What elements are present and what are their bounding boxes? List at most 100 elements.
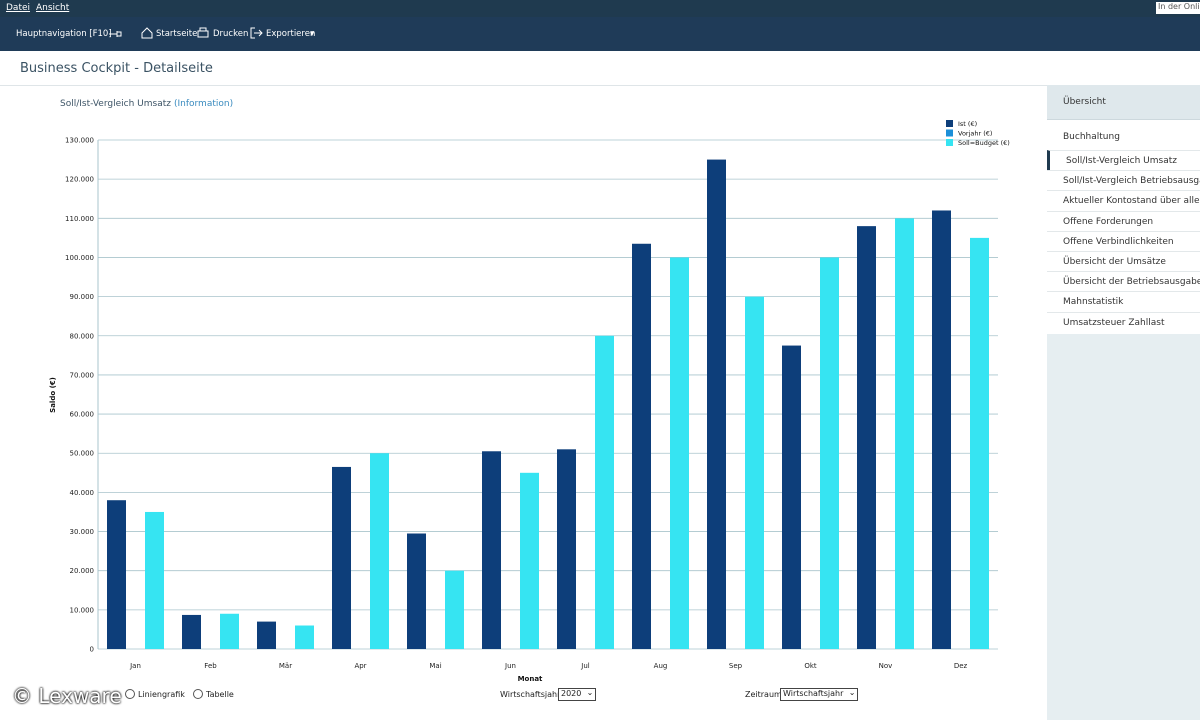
menu-item[interactable]: Ansicht [36,3,70,13]
x-tick-label: Aug [654,662,668,670]
legend-label: Vorjahr (€) [958,130,992,138]
controls: Liniengrafik Tabelle Wirtschaftsjahr: 20… [0,688,1047,708]
radio-label[interactable]: Tabelle [206,690,234,699]
x-tick-label: Mär [279,662,292,670]
legend-swatch [946,139,953,146]
bar [895,218,914,650]
toolbar-button[interactable]: Exportieren [266,29,316,39]
info-link[interactable]: (Information) [174,99,233,109]
export-icon [250,27,263,39]
bar [782,345,801,649]
sidebar-header[interactable]: Übersicht [1047,85,1200,120]
sidebar-item[interactable]: Soll/Ist-Vergleich Umsatz [1047,150,1200,171]
divider [0,85,1047,86]
pin-icon[interactable] [108,29,122,39]
radio-label[interactable]: Liniengrafik [138,690,185,699]
print-icon [197,27,209,38]
bar [857,226,876,649]
menu-item[interactable]: Datei [6,3,31,13]
watermark: © Lexware [12,684,122,708]
sidebar-item[interactable]: Offene Forderungen [1047,210,1200,232]
bar [595,335,614,649]
y-tick-label: 20.000 [70,567,95,575]
chart-title: Soll/Ist-Vergleich Umsatz (Information) [60,99,233,109]
bar [932,210,951,649]
period-select[interactable]: Wirtschaftsjahr ⌄ [780,688,859,701]
bar [257,621,276,649]
x-tick-label: Mai [429,662,441,670]
bar [145,511,164,649]
bar [370,453,389,649]
bar [745,296,764,649]
x-tick-label: Jun [504,662,516,670]
sidebar-item-text: Aktueller Kontostand über alle Fi [1063,196,1200,207]
sidebar-section: Buchhaltung [1063,132,1120,142]
bar [520,472,539,649]
radio[interactable] [125,689,135,699]
bar [182,614,201,649]
bar [970,237,989,649]
bar [295,625,314,649]
toolbar-button[interactable]: Drucken [213,29,249,39]
sidebar-panel: Buchhaltung Soll/Ist-Vergleich Umsatz Sol… [1047,120,1200,334]
sidebar-item[interactable]: Übersicht der Umsätze [1047,251,1200,272]
sidebar-item[interactable]: Umsatzsteuer Zahllast [1047,311,1200,333]
chart-title-text: Soll/Ist-Vergleich Umsatz [60,99,171,109]
y-tick-label: 0 [90,646,94,654]
bar [220,613,239,649]
y-tick-label: 60.000 [70,411,95,419]
sidebar-item-text: Soll/Ist-Vergleich Betriebsausgab [1063,176,1200,187]
bar [482,451,501,649]
sidebar-item[interactable]: Mahnstatistik [1047,291,1200,312]
sidebar-item[interactable]: Aktueller Kontostand über alle Fi [1047,190,1200,211]
bar [407,533,426,649]
menu-bar: Datei Ansicht In der Onlin [0,0,1200,17]
sidebar-item[interactable]: Übersicht der Betriebsausgaben [1047,271,1200,292]
y-tick-label: 30.000 [70,528,95,536]
sidebar-item-text: Übersicht der Betriebsausgaben [1063,277,1200,288]
y-tick-label: 80.000 [70,332,95,340]
radio[interactable] [193,689,203,699]
legend-label: Soll=Budget (€) [958,139,1010,147]
y-tick-label: 110.000 [65,215,94,223]
x-axis-label: Monat [518,675,543,683]
y-tick-label: 100.000 [65,254,94,262]
sidebar-item-text: Soll/Ist-Vergleich Umsatz [1066,156,1177,166]
sidebar-item-text: Mahnstatistik [1063,297,1124,308]
sidebar-item[interactable]: Offene Verbindlichkeiten [1047,230,1200,252]
x-tick-label: Feb [204,662,217,670]
bar [445,570,464,649]
sidebar: Übersicht Buchhaltung Soll/Ist-Vergleich… [1047,85,1200,720]
page-title: Business Cockpit - Detailseite [20,61,213,76]
x-tick-label: Jul [580,662,590,670]
year-label: Wirtschaftsjahr: [500,690,563,699]
sidebar-header-text: Übersicht [1063,97,1106,107]
legend-swatch [946,129,953,137]
sidebar-item-text: Offene Forderungen [1063,216,1154,227]
year-select[interactable]: 2020 ⌄ [558,688,597,701]
nav-button[interactable]: Hauptnavigation [F10] [16,29,112,39]
x-tick-label: Apr [354,662,366,670]
sidebar-item[interactable]: Soll/Ist-Vergleich Betriebsausgab [1047,170,1200,191]
search-box[interactable]: In der Onlin [1156,2,1200,14]
y-tick-label: 10.000 [70,606,95,614]
bar [107,500,126,649]
select-arrow: ⌄ [586,688,594,697]
chart: Soll/Ist-Vergleich Umsatz (Information) S… [49,99,1010,683]
x-tick-label: Nov [879,662,893,670]
dropdown-arrow: ▾ [310,29,315,39]
period-value: Wirtschaftsjahr [783,689,844,698]
toolbar-button[interactable]: Startseite [156,29,198,39]
sidebar-item-text: Umsatzsteuer Zahllast [1063,317,1165,328]
legend-swatch [946,120,953,127]
year-value: 2020 [561,689,582,698]
select-arrow: ⌄ [848,688,856,697]
sidebar-item-text: Übersicht der Umsätze [1063,257,1166,267]
bar [707,159,726,650]
y-tick-label: 120.000 [65,176,94,184]
y-tick-label: 50.000 [70,450,95,458]
bar [632,243,651,649]
bar [557,449,576,649]
sidebar-item-text: Offene Verbindlichkeiten [1063,236,1174,247]
